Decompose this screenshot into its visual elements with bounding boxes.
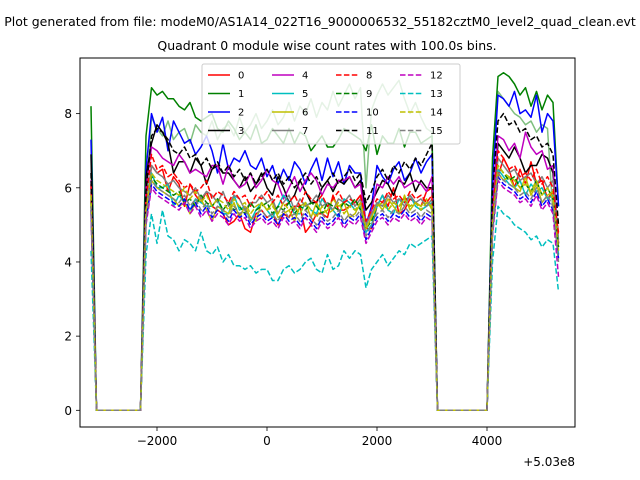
legend-label-13: 13 (430, 89, 443, 100)
chart-title: Quadrant 0 module wise count rates with … (157, 38, 496, 53)
legend-label-0: 0 (238, 71, 244, 82)
legend-label-10: 10 (366, 108, 379, 119)
y-tick-label: 2 (64, 330, 72, 344)
series-line-15 (90, 172, 560, 412)
legend-label-1: 1 (238, 89, 244, 100)
legend-label-11: 11 (366, 126, 379, 137)
series-line-13 (90, 205, 560, 412)
legend-label-12: 12 (430, 71, 443, 82)
x-offset-label: +5.03e8 (523, 455, 575, 469)
y-axis: 0 2 4 6 8 (64, 107, 80, 418)
legend-label-2: 2 (238, 108, 244, 119)
legend-label-6: 6 (302, 108, 308, 119)
x-axis: −2000 0 2000 4000 (137, 427, 503, 448)
legend-label-5: 5 (302, 89, 308, 100)
plot-frame (79, 57, 576, 428)
legend-label-3: 3 (238, 126, 244, 137)
legend-label-4: 4 (302, 71, 308, 82)
figure-suptitle: Plot generated from file: modeM0/AS1A14_… (4, 14, 636, 29)
y-tick-label: 4 (64, 255, 72, 269)
series-group (90, 72, 560, 412)
y-tick-label: 8 (64, 107, 72, 121)
series-line-10 (90, 175, 560, 412)
x-tick-label: −2000 (137, 434, 178, 448)
legend-label-14: 14 (430, 108, 443, 119)
legend-label-9: 9 (366, 89, 372, 100)
x-tick-label: 4000 (472, 434, 503, 448)
x-tick-label: 0 (263, 434, 271, 448)
legend-label-15: 15 (430, 126, 443, 137)
y-tick-label: 6 (64, 181, 72, 195)
x-tick-label: 2000 (362, 434, 393, 448)
y-tick-label: 0 (64, 404, 72, 418)
legend-box (201, 63, 461, 145)
legend-label-8: 8 (366, 71, 372, 82)
legend-label-7: 7 (302, 126, 308, 137)
